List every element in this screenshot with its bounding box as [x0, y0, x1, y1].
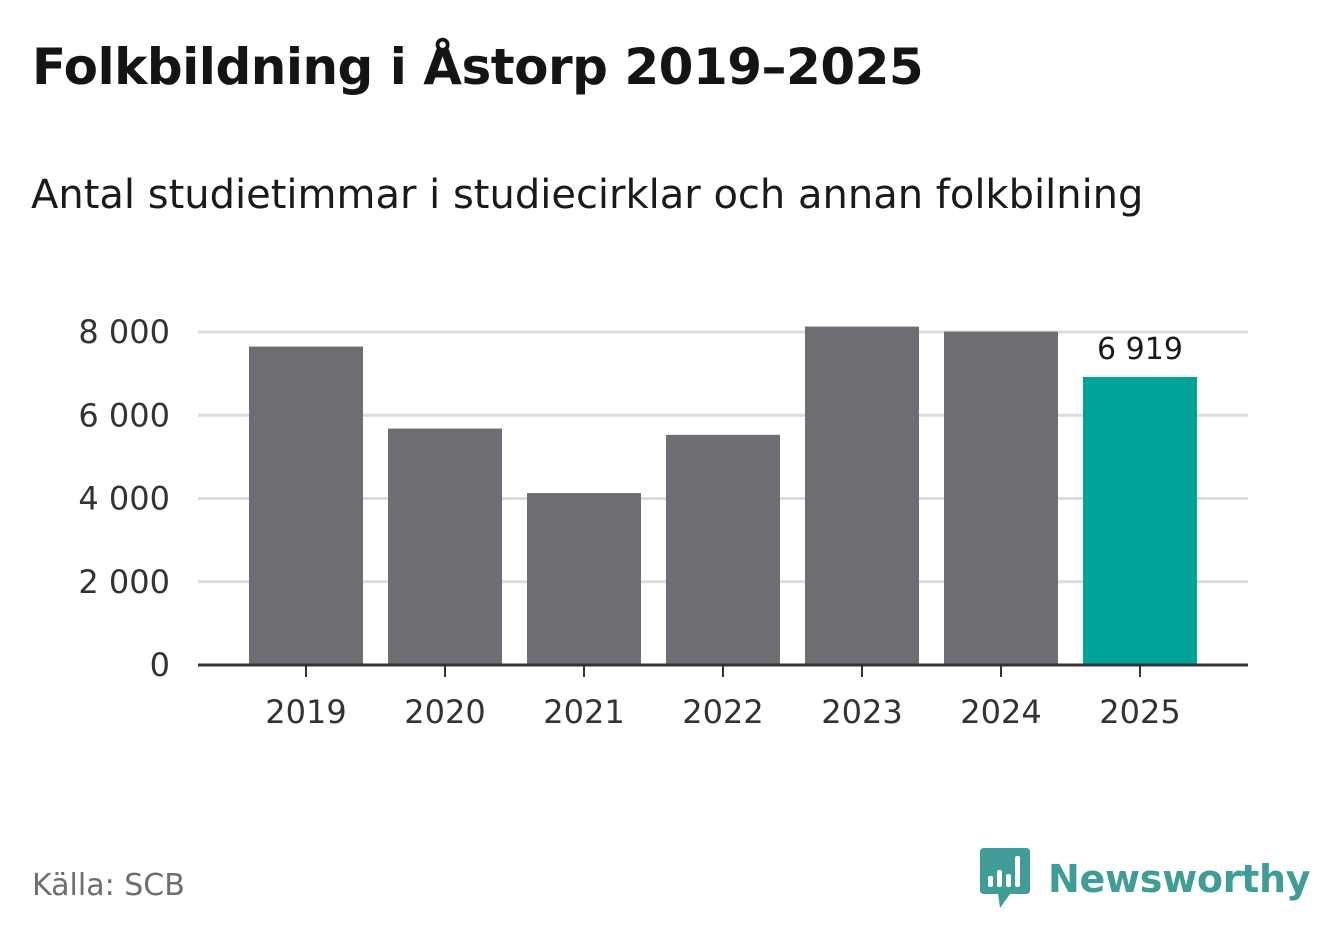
source-note: Källa: SCB	[32, 868, 185, 903]
y-axis-ticks: 0 2 000 4 000 6 000 8 000	[78, 313, 170, 684]
chart-title: Folkbildning i Åstorp 2019–2025	[32, 38, 924, 96]
brand-name: Newsworthy	[1048, 857, 1311, 901]
x-tick-label: 2019	[265, 693, 346, 731]
data-label: 6 919	[1097, 332, 1183, 367]
x-tick-label: 2025	[1099, 693, 1180, 731]
y-tick-label: 6 000	[78, 396, 170, 434]
y-tick-label: 2 000	[78, 563, 170, 601]
bar	[527, 493, 641, 665]
bars	[249, 326, 1197, 665]
y-tick-label: 4 000	[78, 480, 170, 518]
data-labels: 6 919	[1097, 332, 1183, 367]
bar-highlight	[1083, 376, 1197, 665]
x-axis: 2019 2020 2021 2022 2023 2024 2025	[198, 663, 1248, 731]
bar	[805, 326, 919, 665]
brand-logo: Newsworthy	[980, 848, 1311, 910]
y-tick-label: 0	[150, 646, 170, 684]
newsworthy-logo-icon	[980, 848, 1030, 908]
bar	[388, 428, 502, 665]
x-tick-label: 2021	[543, 693, 624, 731]
x-tick-label: 2023	[821, 693, 902, 731]
x-tick-label: 2020	[404, 693, 485, 731]
bar	[666, 434, 780, 665]
x-tick-label: 2024	[960, 693, 1041, 731]
bar	[249, 346, 363, 665]
chart-subtitle: Antal studietimmar i studiecirklar och a…	[31, 172, 1144, 218]
y-tick-label: 8 000	[78, 313, 170, 351]
bar	[944, 331, 1058, 665]
x-tick-label: 2022	[682, 693, 763, 731]
